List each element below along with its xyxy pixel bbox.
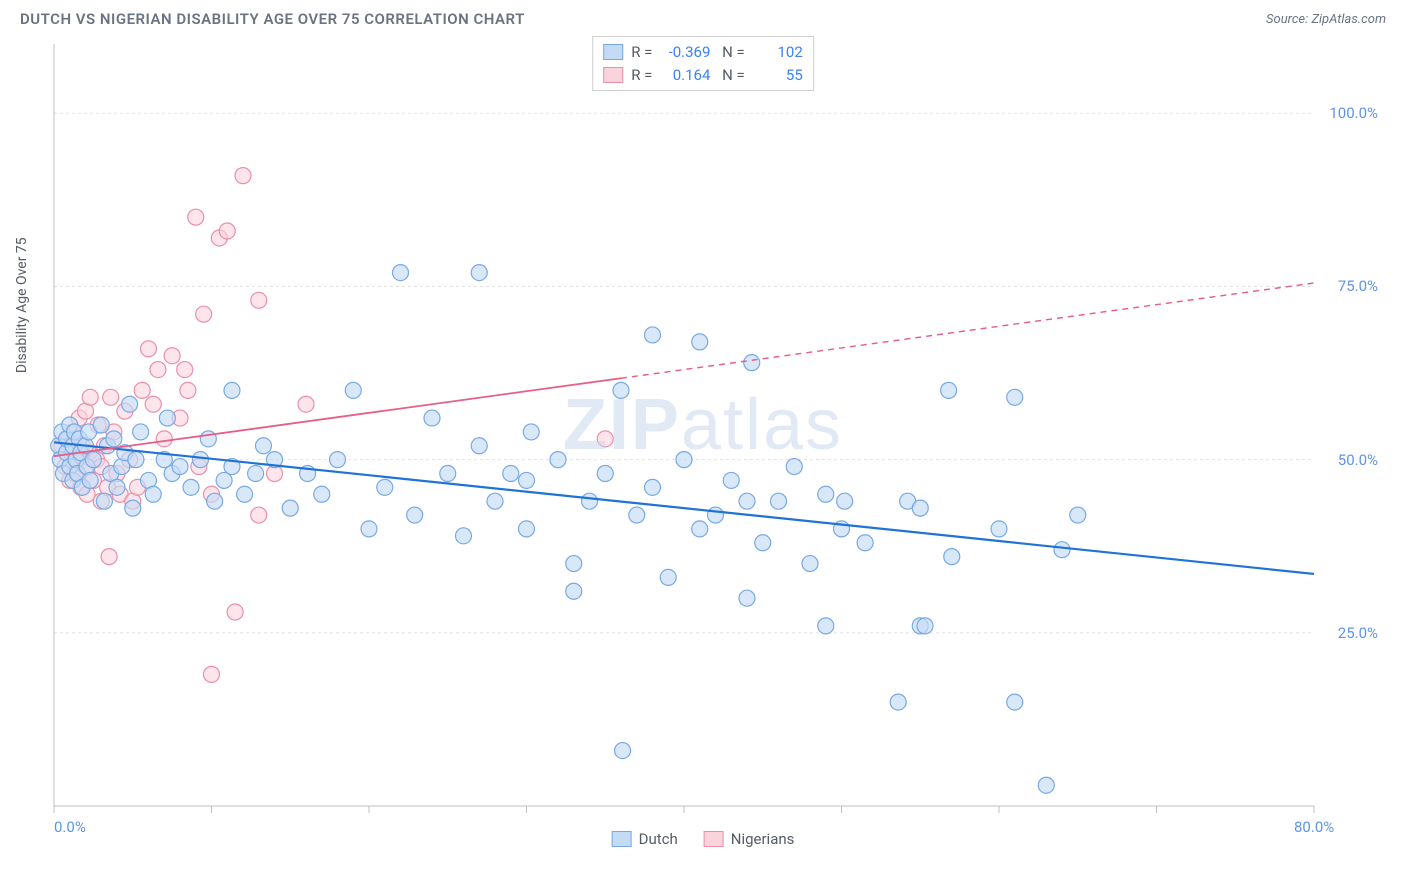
y-tick-label: 100.0% xyxy=(1329,104,1378,122)
y-tick-label: 50.0% xyxy=(1338,451,1378,469)
stats-row-dutch: R = -0.369 N = 102 xyxy=(603,41,803,64)
series-legend: Dutch Nigerians xyxy=(612,830,795,848)
legend-item-dutch: Dutch xyxy=(612,830,678,848)
y-axis-label: Disability Age Over 75 xyxy=(14,237,30,373)
r-value-dutch: -0.369 xyxy=(660,41,710,64)
y-tick-label: 25.0% xyxy=(1338,624,1378,642)
legend-label-dutch: Dutch xyxy=(639,830,678,848)
swatch-dutch xyxy=(603,44,623,60)
chart-title: DUTCH VS NIGERIAN DISABILITY AGE OVER 75… xyxy=(20,10,525,28)
legend-swatch-dutch xyxy=(612,831,632,847)
legend-item-nigerians: Nigerians xyxy=(704,830,795,848)
y-tick-label: 75.0% xyxy=(1338,277,1378,295)
x-tick-label: 80.0% xyxy=(1294,818,1334,836)
stats-row-nigerians: R = 0.164 N = 55 xyxy=(603,64,803,87)
scatter-plot xyxy=(20,36,1386,846)
chart-area: Disability Age Over 75 ZIPatlas R = -0.3… xyxy=(20,36,1386,846)
r-value-nigerians: 0.164 xyxy=(660,64,710,87)
x-tick-label: 0.0% xyxy=(54,818,86,836)
chart-header: DUTCH VS NIGERIAN DISABILITY AGE OVER 75… xyxy=(0,0,1406,36)
source-credit: Source: ZipAtlas.com xyxy=(1266,12,1386,27)
swatch-nigerians xyxy=(603,67,623,83)
source-label: Source: xyxy=(1266,12,1308,27)
n-value-dutch: 102 xyxy=(753,41,803,64)
stats-legend: R = -0.369 N = 102 R = 0.164 N = 55 xyxy=(592,36,814,91)
n-value-nigerians: 55 xyxy=(753,64,803,87)
source-link[interactable]: ZipAtlas.com xyxy=(1311,12,1386,27)
legend-swatch-nigerians xyxy=(704,831,724,847)
legend-label-nigerians: Nigerians xyxy=(731,830,795,848)
